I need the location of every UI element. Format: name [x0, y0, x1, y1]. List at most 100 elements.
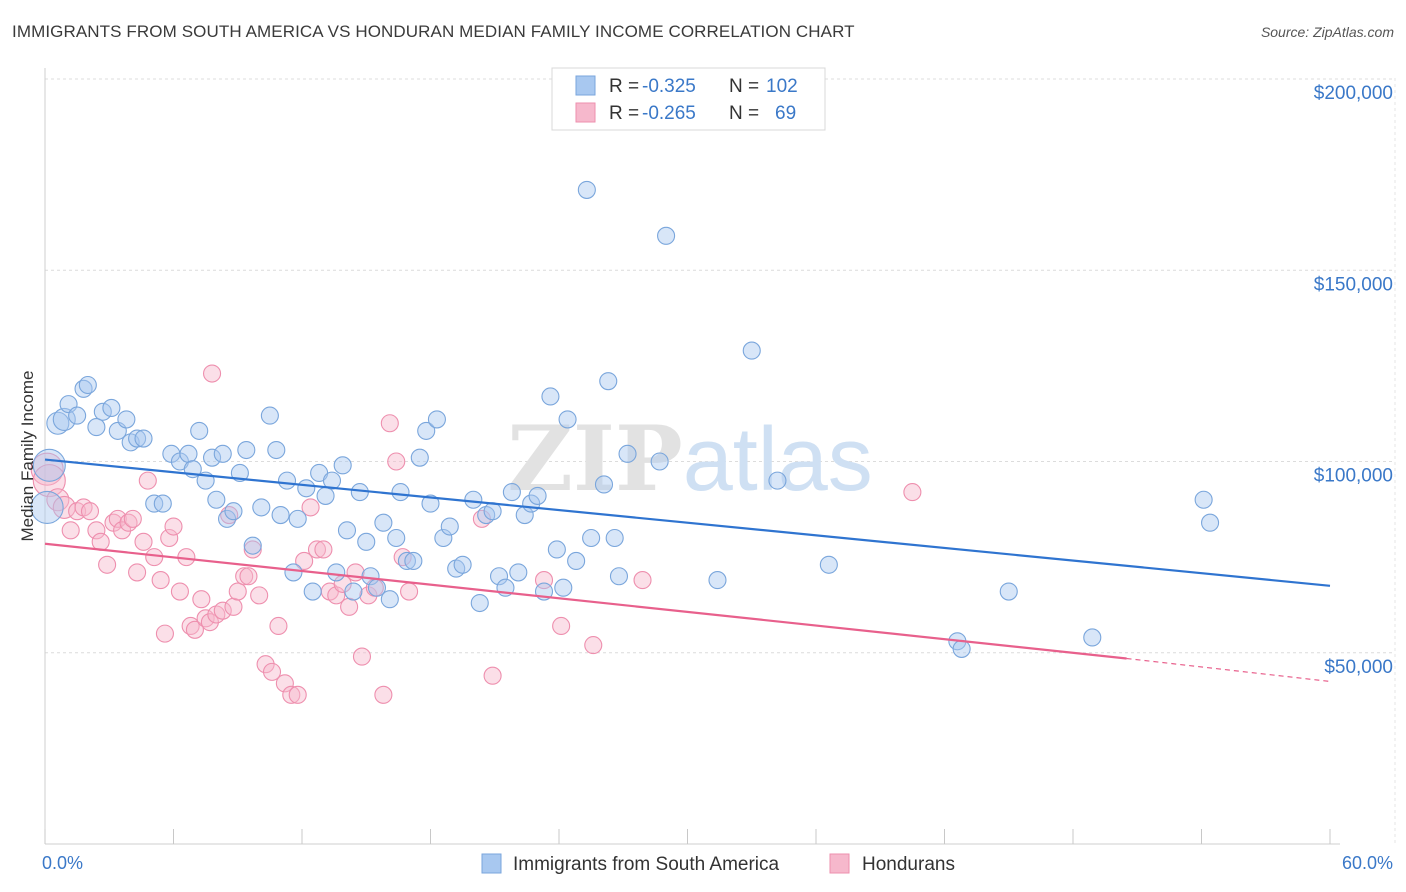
immigrant-point [153, 494, 172, 513]
top-legend: R = -0.325 N = 102 R = -0.265 N = 69 [551, 67, 826, 131]
immigrant-point [489, 567, 509, 586]
immigrant-point [252, 498, 271, 517]
immigrant-point [594, 475, 614, 494]
honduran-point [164, 517, 183, 536]
legend-n-label-1: N = [729, 76, 759, 97]
honduran-point [228, 582, 247, 601]
immigrant-point [582, 528, 601, 548]
honduran-point [243, 540, 262, 559]
immigrant-point [327, 563, 346, 582]
immigrant-point [558, 410, 577, 429]
honduran-point [61, 521, 80, 540]
trend-lines [44, 458, 1331, 683]
immigrant-point [650, 452, 669, 471]
honduran-point [387, 452, 406, 471]
immigrant-point [243, 536, 262, 555]
bottom-legend-blue-swatch [481, 853, 502, 874]
immigrant-point [397, 551, 416, 571]
immigrant-point [284, 563, 303, 582]
honduran-point [327, 586, 346, 605]
immigrant-point [483, 502, 502, 521]
hondurans-trend-line [44, 542, 1127, 660]
bottom-legend: Immigrants from South America Hondurans [481, 853, 955, 875]
immigrant-point [952, 639, 971, 658]
immigrant-point [134, 429, 153, 448]
hondurans-trend-extension [1126, 657, 1331, 683]
immigrant-point [179, 444, 198, 463]
immigrants-trend-line [44, 458, 1331, 587]
immigrant-point [213, 444, 232, 463]
bottom-legend-pink-swatch [829, 853, 850, 874]
immigrant-point [470, 593, 489, 613]
y-tick-label: $200,000 [1314, 83, 1393, 104]
immigrant-point [577, 180, 596, 199]
honduran-point [352, 647, 372, 666]
immigrant-point [999, 582, 1018, 601]
immigrant-point [509, 563, 528, 582]
immigrant-point [102, 398, 121, 418]
honduran-point [380, 414, 399, 433]
immigrant-point [708, 571, 727, 590]
y-tick-label: $50,000 [1324, 657, 1393, 678]
honduran-point [192, 590, 211, 609]
immigrant-point [1083, 628, 1102, 647]
bottom-legend-pink-label: Hondurans [862, 854, 955, 875]
immigrants-points [30, 180, 1220, 658]
immigrant-point [361, 567, 380, 586]
honduran-point [584, 636, 603, 655]
legend-r-label-2: R = [609, 103, 639, 124]
honduran-point [295, 551, 314, 571]
immigrant-point [32, 448, 66, 482]
immigrant-point [404, 551, 423, 571]
honduran-point [138, 471, 157, 490]
honduran-point [145, 548, 164, 567]
honduran-point [400, 582, 419, 601]
immigrant-point [554, 578, 573, 597]
immigrant-point [316, 486, 335, 505]
x-tick-label: 60.0% [1342, 853, 1393, 873]
honduran-point [239, 567, 258, 586]
legend-blue-swatch [575, 75, 596, 96]
immigrant-point [380, 590, 399, 609]
immigrant-point [78, 375, 97, 395]
honduran-point [340, 597, 359, 616]
immigrant-point [417, 421, 436, 440]
immigrant-point [605, 528, 624, 548]
immigrant-point [410, 448, 429, 467]
immigrant-point [288, 509, 307, 528]
immigrant-point [322, 471, 342, 490]
grid-lines [45, 78, 1396, 844]
immigrant-point [303, 582, 322, 601]
watermark: ZIPatlas [507, 406, 873, 512]
honduran-point [91, 532, 110, 551]
immigrant-point [391, 483, 410, 502]
immigrant-point [1194, 490, 1213, 509]
honduran-point [170, 582, 189, 601]
honduran-point [374, 685, 393, 704]
honduran-point [633, 571, 652, 590]
immigrant-point [237, 440, 256, 460]
bottom-legend-blue-label: Immigrants from South America [513, 854, 780, 875]
immigrant-point [344, 582, 363, 601]
immigrant-point [337, 521, 357, 540]
honduran-point [275, 674, 294, 693]
honduran-point [256, 655, 275, 674]
immigrant-point [464, 490, 483, 509]
legend-r-label-1: R = [609, 76, 639, 97]
legend-n-value-1: 102 [766, 76, 798, 97]
honduran-point [87, 521, 106, 540]
immigrant-point [46, 411, 70, 435]
immigrant-point [52, 407, 76, 431]
tick-labels: $50,000 $100,000 $150,000 $200,000 0.0% 60.0% [42, 83, 1393, 873]
immigrant-point [271, 505, 290, 525]
immigrant-point [434, 528, 453, 548]
immigrant-point [68, 406, 87, 425]
immigrant-point [190, 421, 209, 440]
legend-r-value-1: -0.325 [642, 76, 696, 97]
honduran-point [288, 685, 307, 704]
honduran-point [307, 540, 327, 559]
legend-r-value-2: -0.265 [642, 103, 696, 124]
immigrant-point [117, 410, 136, 429]
legend-pink-swatch [575, 102, 596, 123]
immigrant-point [267, 440, 286, 460]
